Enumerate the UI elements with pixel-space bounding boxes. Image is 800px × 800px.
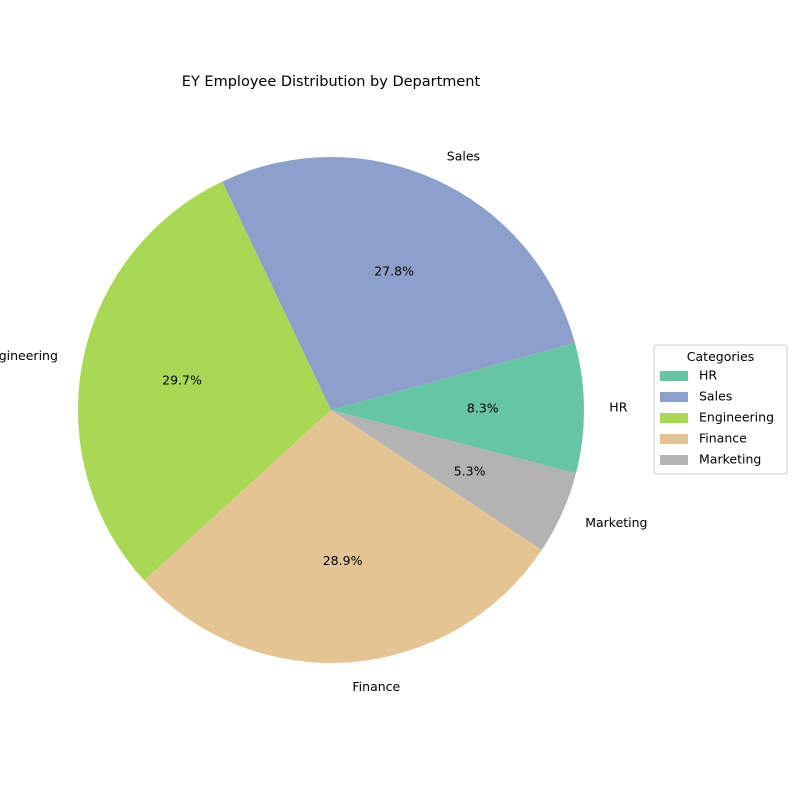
pie-slice-marketing [331,410,576,550]
pie-labels: HR 8.3% Sales 27.8% Engineering 29.7% Finance 2… [0,148,648,694]
pie-slice-finance [144,410,542,663]
slice-label-hr: HR [609,399,627,414]
legend-swatch-finance [660,434,688,444]
pct-label-hr: 8.3% [467,400,499,415]
legend-label-hr: HR [699,368,717,383]
legend-swatch-engineering [660,413,688,423]
slice-label-finance: Finance [352,679,400,694]
pct-label-finance: 28.9% [323,553,363,568]
legend-items: HR Sales Engineering Finance Marketing [660,368,774,467]
slice-label-marketing: Marketing [585,515,647,530]
legend-label-sales: Sales [699,389,732,404]
pct-label-sales: 27.8% [374,264,414,279]
legend-label-marketing: Marketing [699,452,761,467]
pct-label-marketing: 5.3% [454,463,486,478]
pie-slices [78,156,584,663]
pie-slice-hr [331,342,584,474]
pct-label-engineering: 29.7% [162,372,202,387]
legend-title: Categories [687,349,754,364]
legend-label-engineering: Engineering [699,410,774,425]
chart-title: EY Employee Distribution by Department [182,74,481,90]
legend: Categories HR Sales Engineering Finance Mark… [653,344,788,475]
legend-swatch-sales [660,392,688,402]
legend-label-finance: Finance [699,431,747,446]
legend-swatch-hr [660,371,688,381]
slice-label-sales: Sales [447,148,480,163]
legend-swatch-marketing [660,455,688,465]
slice-label-engineering: Engineering [0,348,58,363]
pie-slice-sales [222,156,575,410]
pie-slice-engineering [78,181,331,581]
